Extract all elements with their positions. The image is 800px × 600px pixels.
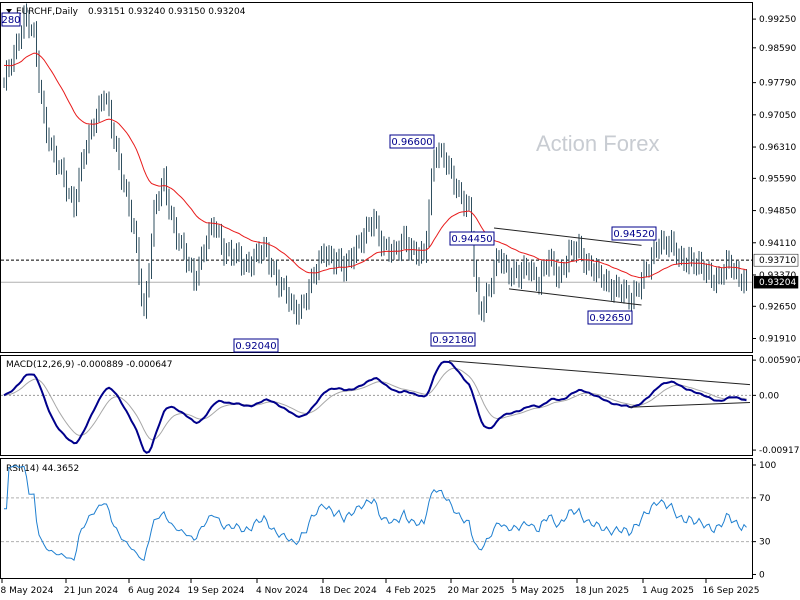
ma-line (3, 52, 747, 279)
current-price-label: 0.93204 (759, 278, 796, 288)
rsi-tick-label: 30 (759, 538, 771, 548)
macd-tick-label: 0.005907 (759, 356, 800, 366)
x-date-label: 20 Mar 2025 (447, 586, 504, 596)
x-date-label: 19 Sep 2024 (187, 586, 244, 596)
rsi-line (4, 465, 747, 562)
price-tick-label: 0.94110 (759, 239, 796, 249)
macd-main-line (3, 360, 747, 454)
x-date-label: 5 May 2025 (512, 586, 565, 596)
annotation-box (1, 12, 21, 27)
price-tick-label: 0.98590 (759, 44, 796, 54)
price-annotations: 280 0.92040 0.96600 0.94450 0.92180 0.92650 0.… (1, 12, 657, 353)
annotation-box (389, 134, 435, 149)
channel-lower-line (508, 288, 642, 306)
dashed-level-label: 0.93710 (759, 256, 796, 266)
macd-header: MACD(12,26,9) -0.000889 -0.000647 (6, 360, 172, 370)
rsi-tick-label: 0 (759, 570, 765, 580)
price-tick-label: 0.95590 (759, 174, 796, 184)
price-tick-label: 0.97050 (759, 111, 796, 121)
annotation-label: 0.94450 (451, 234, 492, 245)
current-price-label-box (753, 275, 799, 289)
macd-tick-label: 0.00 (759, 391, 779, 401)
annotation-label: 0.94520 (613, 229, 654, 240)
x-date-label: 18 Dec 2024 (319, 586, 377, 596)
channel-upper-line (493, 227, 642, 246)
y-axis-ticks: 0.99250 0.98590 0.97790 0.97050 0.96310 0.955… (752, 15, 800, 580)
x-date-label: 8 May 2024 (1, 586, 54, 596)
ohlc-values: 0.93151 0.93240 0.93150 0.93204 (88, 7, 246, 17)
x-date-label: 21 Jun 2024 (64, 586, 118, 596)
x-date-label: 6 Aug 2024 (128, 586, 180, 596)
annotation-box (611, 226, 657, 241)
annotation-label: 0.92650 (589, 313, 630, 324)
macd-signal-line (3, 367, 747, 441)
annotation-label: 0.92180 (432, 335, 473, 346)
trend-lines (493, 227, 642, 306)
rsi-panel-frame (0, 458, 753, 579)
price-tick-label: 0.94850 (759, 207, 796, 217)
symbol-label: EURCHF,Daily (16, 7, 79, 17)
rsi-tick-label: 100 (759, 461, 776, 471)
dashed-level-label-box (753, 253, 799, 267)
price-tick-label: 0.91910 (759, 335, 796, 345)
annotation-label: 0.92040 (235, 341, 276, 352)
price-tick-label: 0.96310 (759, 143, 796, 153)
macd-panel-frame (0, 355, 753, 456)
dropdown-triangle-icon[interactable] (6, 9, 12, 13)
macd-lines (3, 360, 751, 454)
macd-upper-trendline (448, 360, 751, 386)
macd-lower-trendline (628, 402, 751, 408)
rsi-series-line (4, 465, 747, 562)
x-date-label: 18 Jun 2025 (575, 586, 629, 596)
rsi-tick-label: 70 (759, 494, 771, 504)
x-date-label: 1 Aug 2025 (642, 586, 694, 596)
price-tick-label: 0.97790 (759, 79, 796, 89)
macd-tick-label: -0.009175 (759, 446, 800, 456)
annotation-box (430, 332, 476, 347)
price-header: EURCHF,Daily 0.93151 0.93240 0.93150 0.9… (6, 7, 246, 17)
x-date-label: 4 Feb 2025 (386, 586, 436, 596)
price-panel-frame (0, 2, 753, 353)
price-bars (3, 3, 747, 325)
x-date-label: 4 Nov 2024 (256, 586, 308, 596)
x-date-label: 16 Sep 2025 (702, 586, 759, 596)
moving-average-line (3, 52, 747, 279)
rsi-header: RSI(14) 44.3652 (6, 464, 79, 474)
annotation-label: 280 (1, 15, 20, 26)
annotation-box (449, 231, 495, 246)
annotation-box (233, 338, 279, 353)
price-tick-label: 0.92650 (759, 302, 796, 312)
price-tick-label: 0.99250 (759, 15, 796, 25)
watermark: Action Forex (536, 131, 660, 156)
annotation-box (587, 310, 633, 325)
annotation-label: 0.96600 (391, 137, 432, 148)
x-axis-ticks: 8 May 2024 21 Jun 2024 6 Aug 2024 19 Sep 20… (1, 579, 760, 596)
